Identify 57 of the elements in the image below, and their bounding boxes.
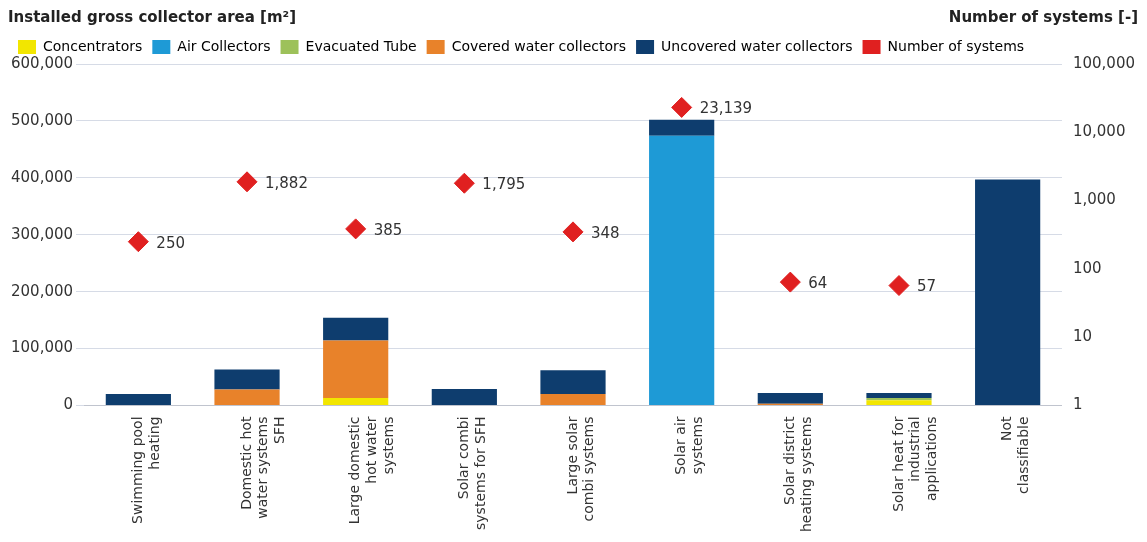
point [671,96,693,118]
y-axis-title: Installed gross collector area [m²] [8,8,297,28]
legend-label: Number of systems [887,37,1025,54]
x-tick-label: Swimming pool heating [129,416,162,524]
y2-tick-label: 100,000 [1072,53,1135,72]
y2-tick-label: 100 [1072,258,1102,277]
bar [866,392,932,399]
data-label: 250 [156,233,185,252]
point [453,172,475,194]
point [236,171,258,193]
data-label: 23,139 [699,99,753,118]
data-label: 385 [373,220,403,239]
point [779,271,801,293]
data-label: 64 [808,273,828,292]
bar [323,398,389,405]
bar [540,394,606,405]
bar [975,179,1041,405]
bar [757,392,823,404]
bar [214,389,280,405]
bar [540,370,606,395]
data-label: 57 [916,277,937,296]
legend-label: Covered water collectors [451,37,627,54]
legend-label: Concentrators [43,37,143,54]
bar [214,369,280,390]
bar [323,340,389,399]
point [888,275,910,297]
y2-axis-title: Number of systems [-] [948,8,1138,28]
bar [866,400,932,405]
y-tick-label: 500,000 [11,110,74,129]
data-label: 348 [591,223,620,242]
data-label: 1,882 [265,173,308,192]
bar [649,135,715,405]
legend-label: Uncovered water collectors [661,37,853,54]
y-tick-label: 300,000 [11,224,74,243]
x-tick-label: Domestic hot water systems SFH [237,415,288,519]
y-tick-label: 100,000 [11,338,74,357]
bar [649,119,715,136]
point [562,221,584,243]
y2-tick-label: 1,000 [1072,190,1116,209]
bar [105,394,171,405]
x-tick-label: Solar air systems [672,416,706,475]
y2-tick-label: 10 [1072,327,1093,346]
y-tick-label: 0 [63,395,74,414]
y-tick-label: 200,000 [11,281,74,300]
legend-label: Evacuated Tube [305,37,417,54]
bar [323,317,389,341]
y2-tick-label: 1 [1072,395,1083,414]
data-label: 1,795 [482,175,526,194]
point [345,218,367,240]
bar [431,388,497,405]
y-tick-label: 400,000 [11,167,74,186]
y2-tick-label: 10,000 [1072,122,1126,141]
legend-label: Air Collectors [177,37,271,54]
point [127,231,149,253]
x-tick-label: Solar heat for industrial applications [889,416,940,512]
y-tick-label: 600,000 [11,53,74,72]
x-tick-label: Large domestic hot water systems [346,416,396,525]
